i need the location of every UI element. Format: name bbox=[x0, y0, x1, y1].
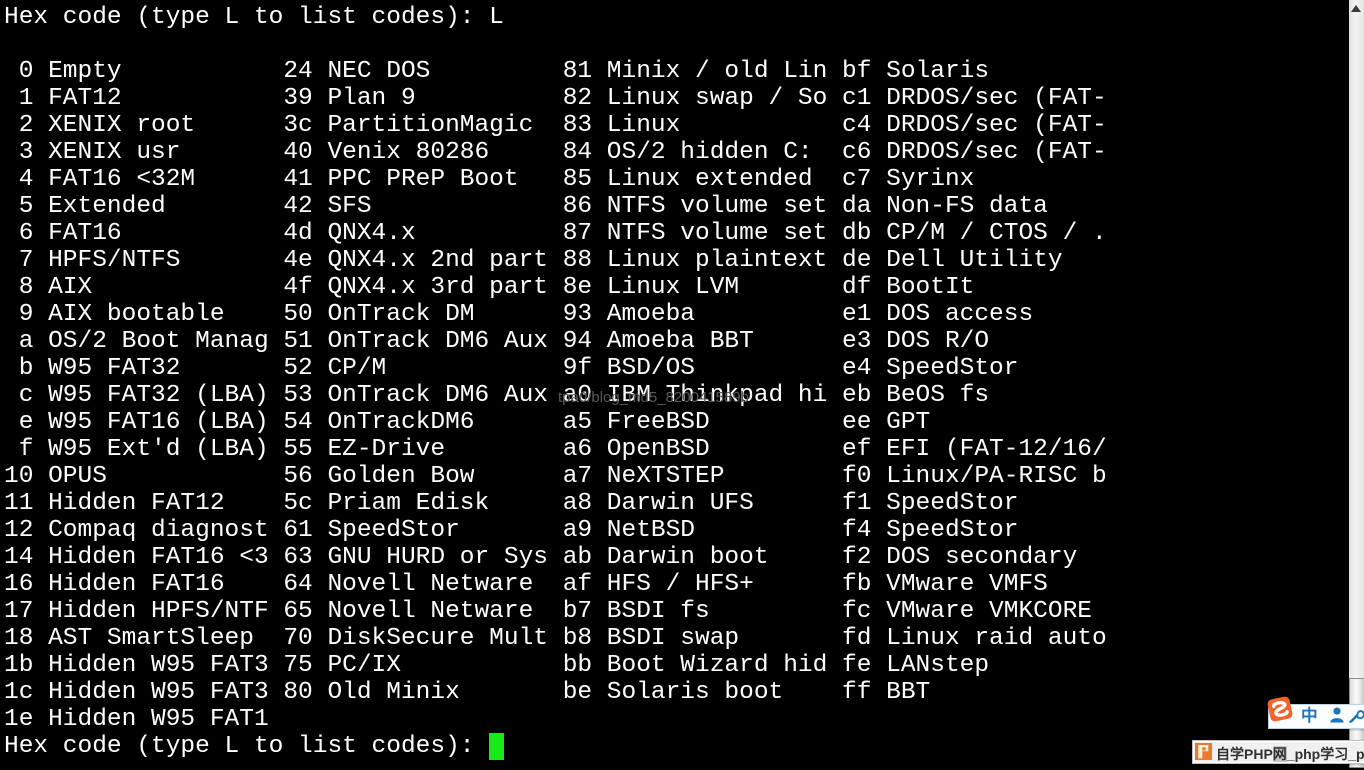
svg-text:中: 中 bbox=[1301, 705, 1318, 725]
